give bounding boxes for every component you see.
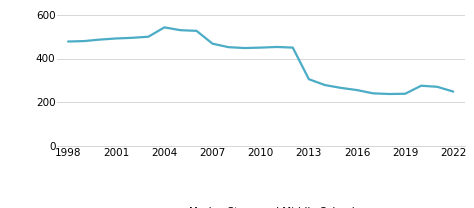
Legend: Morley Stanwood Middle School: Morley Stanwood Middle School — [162, 203, 359, 208]
